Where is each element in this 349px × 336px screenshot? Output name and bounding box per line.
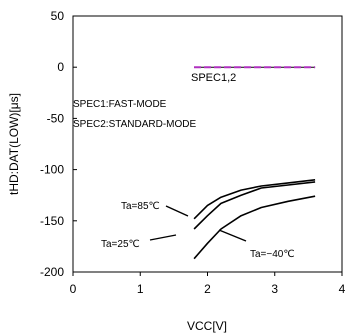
y-axis-ticks: 50 0 -50 -100 -150 -200 — [40, 9, 77, 279]
y-tick-label: -50 — [47, 111, 65, 125]
annotation-spec1: SPEC1:FAST-MODE — [73, 99, 167, 110]
leader-ta-25 — [149, 234, 177, 241]
spec-line-label: SPEC1,2 — [191, 72, 236, 84]
x-axis-title: VCC[V] — [187, 319, 227, 333]
y-tick-label: -200 — [40, 265, 64, 279]
x-tick-label: 4 — [339, 282, 346, 296]
leader-ta-minus-40 — [218, 229, 247, 242]
x-tick-label: 0 — [70, 282, 77, 296]
y-tick-label: 50 — [51, 9, 65, 23]
label-ta-85: Ta=85℃ — [121, 201, 160, 212]
y-tick-label: -150 — [40, 214, 64, 228]
y-tick-label: -100 — [40, 163, 64, 177]
series-lines — [193, 179, 316, 260]
x-tick-label: 2 — [204, 282, 211, 296]
y-axis-title: tHD:DAT(LOW)[μs] — [7, 93, 21, 195]
annotation-spec2: SPEC2:STANDARD-MODE — [73, 119, 196, 130]
series-line-1 — [193, 181, 316, 230]
x-tick-label: 1 — [137, 282, 144, 296]
series-line-2 — [193, 195, 316, 260]
leader-ta-85 — [165, 205, 189, 217]
label-ta-minus-40: Ta=−40℃ — [250, 249, 295, 260]
label-ta-25: Ta=25℃ — [101, 239, 140, 250]
y-tick-label: 0 — [57, 60, 64, 74]
x-tick-label: 3 — [271, 282, 278, 296]
plot-area-frame — [72, 15, 343, 273]
label-leader-lines — [149, 205, 247, 242]
series-line-0 — [193, 179, 316, 220]
x-axis-ticks: 0 1 2 3 4 — [70, 272, 346, 296]
